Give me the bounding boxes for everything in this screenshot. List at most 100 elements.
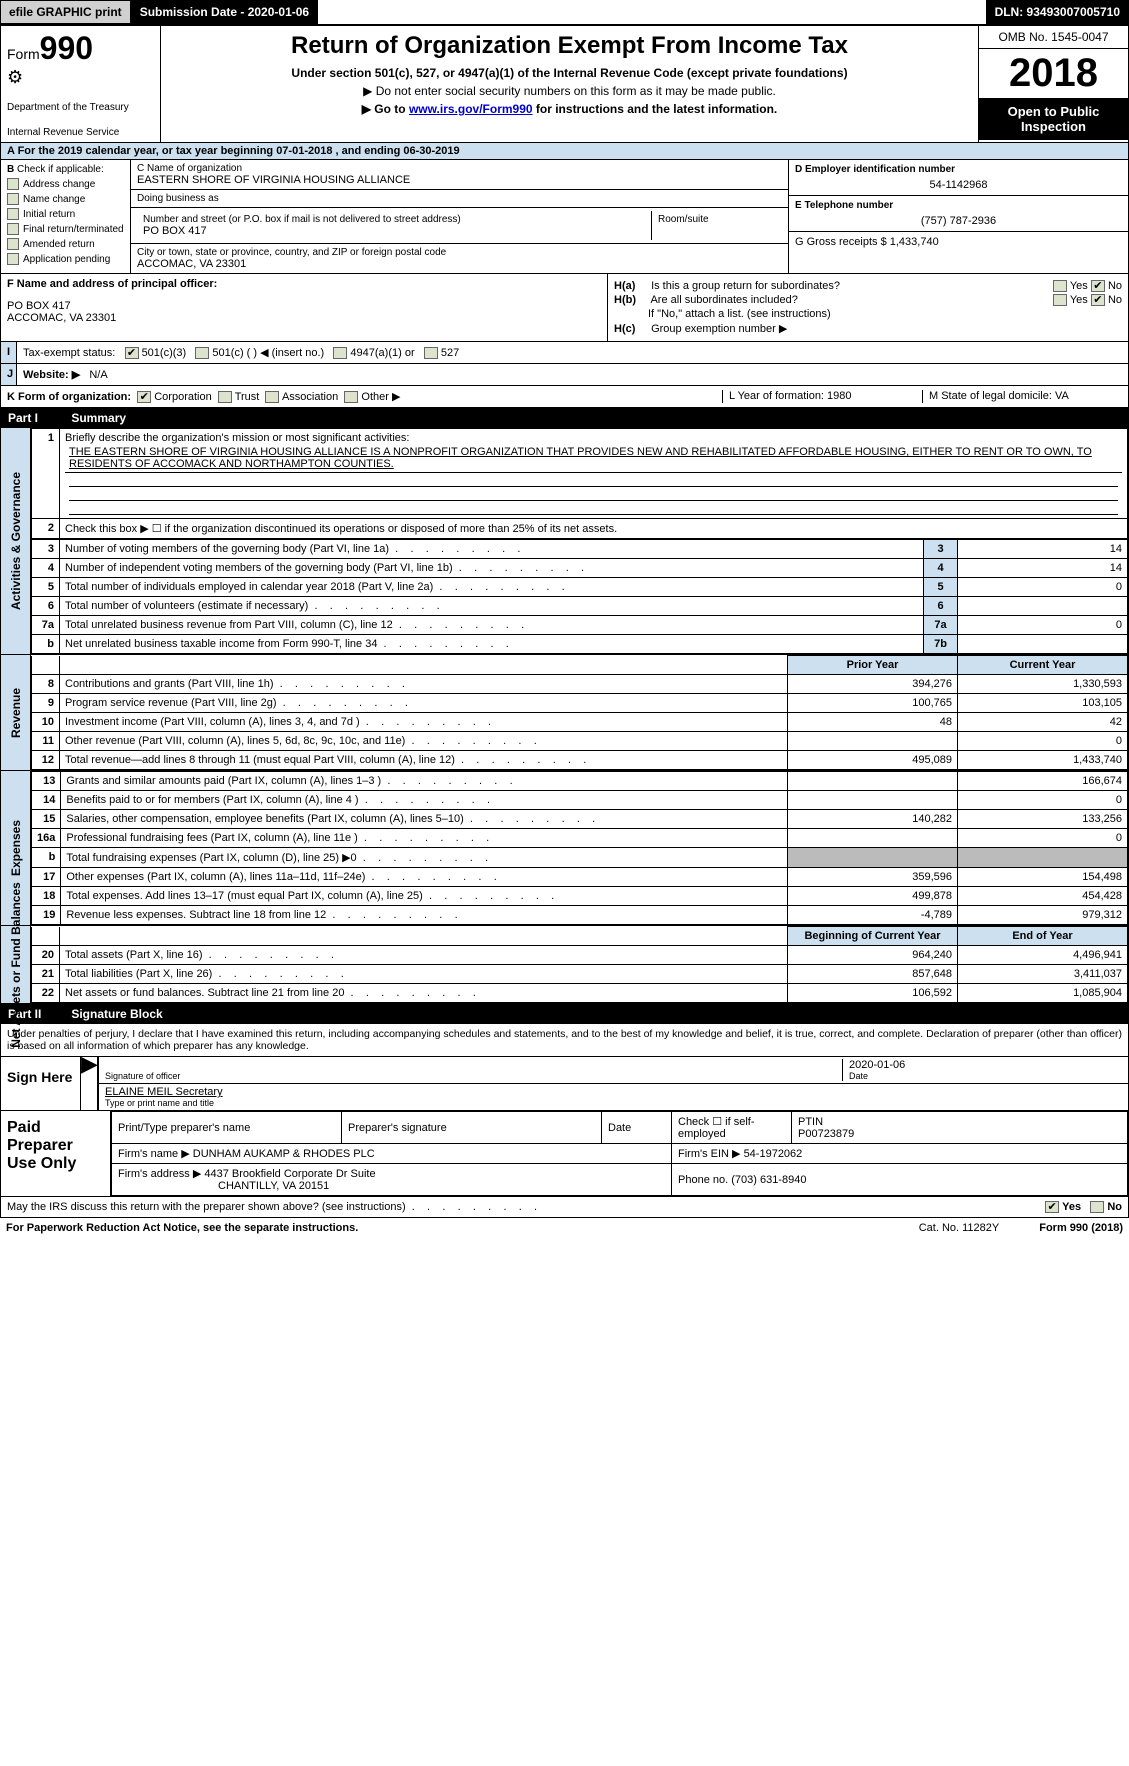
prep-name-label: Print/Type preparer's name [118, 1122, 335, 1134]
line-ref: 5 [924, 578, 958, 597]
table-row: 19Revenue less expenses. Subtract line 1… [32, 906, 1128, 925]
line-num: 8 [32, 675, 60, 694]
gross-receipts: G Gross receipts $ 1,433,740 [795, 236, 1122, 248]
hb-text: Are all subordinates included? [650, 294, 797, 306]
part2-name: Signature Block [71, 1007, 162, 1021]
current-year-val: 42 [958, 713, 1128, 732]
discuss-yes-chk[interactable]: ✔ [1045, 1201, 1059, 1213]
table-row: 12Total revenue—add lines 8 through 11 (… [32, 751, 1128, 770]
prior-year-val [788, 829, 958, 848]
chk-527[interactable] [424, 347, 438, 359]
line-desc: Contributions and grants (Part VIII, lin… [60, 675, 788, 694]
hb-yes-chk[interactable] [1053, 294, 1067, 306]
footer-mid: Cat. No. 11282Y [919, 1222, 1000, 1234]
table-revenue: Prior Year Current Year 8Contributions a… [31, 655, 1128, 770]
firm-name-value: DUNHAM AUKAMP & RHODES PLC [193, 1148, 375, 1160]
ha-no-chk[interactable]: ✔ [1091, 280, 1105, 292]
firm-ein-value: 54-1972062 [744, 1148, 803, 1160]
vlabel-revenue: Revenue [1, 655, 31, 770]
current-year-val: 1,085,904 [958, 984, 1128, 1003]
form-header: Form990 ⚙ Department of the Treasury Int… [0, 25, 1129, 143]
officer-name-title-value: ELAINE MEIL Secretary [105, 1086, 1122, 1098]
lbl-application-pending: Application pending [23, 254, 110, 265]
part1-activities-governance: Activities & Governance 1 Briefly descri… [0, 428, 1129, 655]
col-h-group: H(a) Is this a group return for subordin… [608, 274, 1128, 341]
sig-date-value: 2020-01-06 [849, 1059, 1122, 1071]
chk-initial-return[interactable] [7, 208, 19, 220]
firm-addr-value1: 4437 Brookfield Corporate Dr Suite [204, 1168, 375, 1180]
opt-association: Association [282, 391, 338, 403]
row-j-label: J [1, 364, 17, 385]
prior-year-val: 964,240 [788, 946, 958, 965]
sig-officer-label: Signature of officer [105, 1071, 842, 1081]
top-bar: efile GRAPHIC print Submission Date - 20… [0, 0, 1129, 25]
line-desc: Program service revenue (Part VIII, line… [60, 694, 788, 713]
prior-year-val [788, 732, 958, 751]
blank-line-1 [69, 473, 1118, 487]
hdr-end-year: End of Year [958, 927, 1128, 946]
chk-trust[interactable] [218, 391, 232, 403]
chk-application-pending[interactable] [7, 253, 19, 265]
header-right: OMB No. 1545-0047 2018 Open to Public In… [978, 26, 1128, 142]
hdr-prior-year: Prior Year [788, 656, 958, 675]
phone-value: (757) 787-2936 [795, 215, 1122, 227]
sign-here-label: Sign Here [1, 1057, 81, 1110]
part2-header: Part II Signature Block [0, 1004, 1129, 1024]
lbl-amended-return: Amended return [23, 239, 95, 250]
efile-print-button[interactable]: efile GRAPHIC print [0, 0, 131, 24]
chk-name-change[interactable] [7, 193, 19, 205]
hb-no-chk[interactable]: ✔ [1091, 294, 1105, 306]
irs-form990-link[interactable]: www.irs.gov/Form990 [409, 102, 533, 116]
part1-header: Part I Summary [0, 408, 1129, 428]
part1-expenses: Expenses 13Grants and similar amounts pa… [0, 771, 1129, 926]
firm-name-label: Firm's name ▶ [118, 1148, 190, 1160]
line-val [958, 597, 1128, 616]
lbl-initial-return: Initial return [23, 209, 75, 220]
irs-eagle-icon: ⚙ [7, 67, 154, 88]
current-year-val: 1,433,740 [958, 751, 1128, 770]
sign-arrow-icon: ▶ [81, 1057, 99, 1110]
lbl-final-return: Final return/terminated [23, 224, 124, 235]
line-desc: Other expenses (Part IX, column (A), lin… [61, 868, 788, 887]
year-formation: L Year of formation: 1980 [722, 390, 922, 403]
discuss-no-chk[interactable] [1090, 1201, 1104, 1213]
ein-label: D Employer identification number [795, 164, 1122, 175]
line-num: b [32, 635, 60, 654]
current-year-val: 103,105 [958, 694, 1128, 713]
phone-label: E Telephone number [795, 200, 1122, 211]
chk-501c3[interactable]: ✔ [125, 347, 139, 359]
prior-year-val: 394,276 [788, 675, 958, 694]
chk-4947[interactable] [333, 347, 347, 359]
block-officer-group: F Name and address of principal officer:… [0, 274, 1129, 342]
ha-text: Is this a group return for subordinates? [651, 280, 840, 292]
chk-501c[interactable] [195, 347, 209, 359]
signature-block: Under penalties of perjury, I declare th… [0, 1024, 1129, 1197]
hc-text: Group exemption number ▶ [651, 323, 787, 335]
line-desc: Investment income (Part VIII, column (A)… [60, 713, 788, 732]
org-name-value: EASTERN SHORE OF VIRGINIA HOUSING ALLIAN… [137, 174, 782, 186]
line-desc: Total expenses. Add lines 13–17 (must eq… [61, 887, 788, 906]
submission-date: Submission Date - 2020-01-06 [131, 0, 318, 24]
form-prefix: Form [7, 46, 40, 62]
table-row: 14Benefits paid to or for members (Part … [32, 791, 1128, 810]
col-d-e-g: D Employer identification number 54-1142… [788, 160, 1128, 273]
discuss-no-lbl: No [1107, 1201, 1122, 1213]
ptin-value: P00723879 [798, 1128, 1121, 1140]
tax-year: 2018 [979, 49, 1128, 98]
cell-shaded [788, 848, 958, 868]
chk-association[interactable] [265, 391, 279, 403]
table-row: 3Number of voting members of the governi… [32, 540, 1128, 559]
omb-number: OMB No. 1545-0047 [979, 26, 1128, 49]
officer-line2: ACCOMAC, VA 23301 [7, 312, 601, 324]
chk-amended-return[interactable] [7, 238, 19, 250]
chk-corporation[interactable]: ✔ [137, 391, 151, 403]
chk-final-return[interactable] [7, 223, 19, 235]
table-row: 8Contributions and grants (Part VIII, li… [32, 675, 1128, 694]
chk-address-change[interactable] [7, 178, 19, 190]
table-q1-q2: 1 Briefly describe the organization's mi… [31, 428, 1128, 539]
ha-yes-chk[interactable] [1053, 280, 1067, 292]
chk-other[interactable] [344, 391, 358, 403]
current-year-val: 0 [958, 732, 1128, 751]
officer-label: F Name and address of principal officer: [7, 278, 217, 290]
table-activities-governance: 3Number of voting members of the governi… [31, 539, 1128, 654]
